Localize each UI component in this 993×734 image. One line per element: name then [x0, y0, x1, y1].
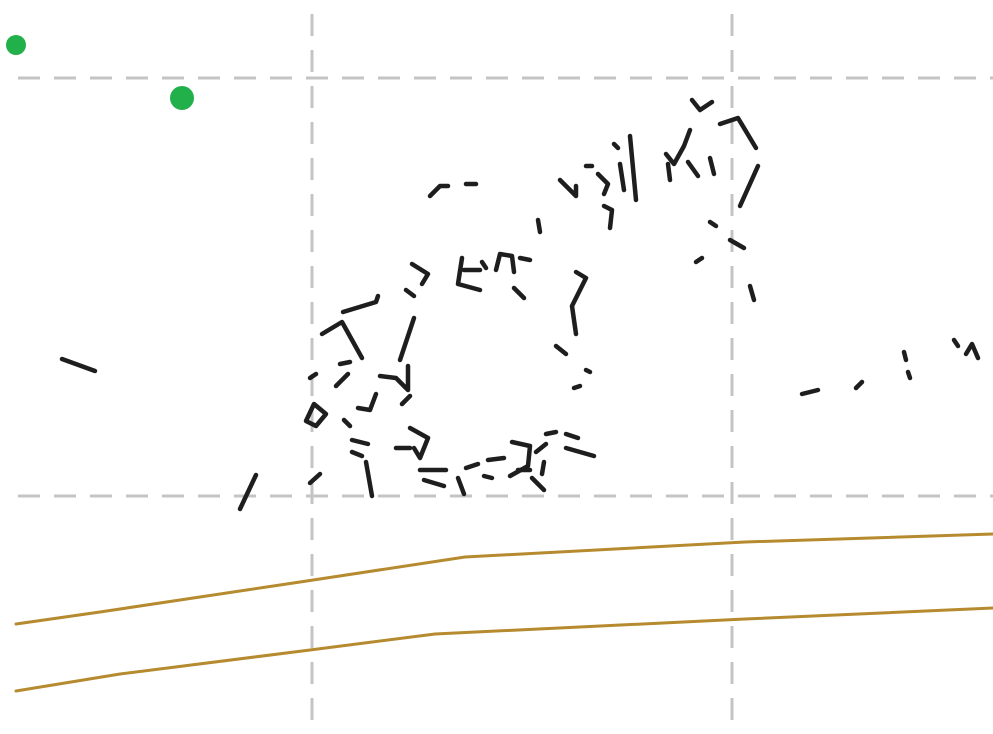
building-outline[interactable] — [627, 133, 639, 203]
building-outline[interactable] — [479, 259, 489, 271]
road-layer — [14, 532, 993, 693]
building-outline[interactable] — [665, 161, 673, 183]
building-outline[interactable] — [663, 127, 693, 167]
building-outline[interactable] — [529, 475, 547, 493]
building-outline[interactable] — [421, 477, 447, 489]
building-outline[interactable] — [340, 293, 381, 315]
building-outline[interactable] — [307, 371, 319, 381]
building-outline[interactable] — [901, 349, 909, 363]
building-outline[interactable] — [563, 431, 581, 441]
building-outline[interactable] — [539, 459, 547, 477]
building-outline[interactable] — [517, 255, 533, 263]
building-outline[interactable] — [601, 203, 615, 231]
building-outline[interactable] — [563, 445, 597, 459]
building-outline[interactable] — [237, 472, 259, 512]
building-outline[interactable] — [853, 379, 865, 391]
marker-layer — [6, 35, 194, 110]
building-outline[interactable] — [397, 315, 417, 363]
building-outline[interactable] — [583, 367, 593, 375]
building-outline[interactable] — [951, 337, 961, 349]
building-outline[interactable] — [455, 475, 467, 497]
building-outline[interactable] — [963, 341, 981, 361]
building-outline[interactable] — [337, 359, 353, 367]
building-outline[interactable] — [59, 356, 98, 374]
building-outline[interactable] — [617, 161, 627, 193]
building-outline[interactable] — [481, 473, 495, 481]
building-outline[interactable] — [407, 425, 431, 461]
building-outline[interactable] — [349, 449, 365, 459]
building-outline[interactable] — [557, 177, 579, 199]
building-outline[interactable] — [535, 217, 543, 235]
building-outline[interactable] — [727, 237, 747, 251]
building-outline[interactable] — [569, 269, 589, 337]
building-outline[interactable] — [543, 429, 559, 437]
building-outline[interactable] — [485, 455, 507, 463]
road-line-upper[interactable] — [14, 532, 993, 626]
building-outline[interactable] — [595, 171, 611, 197]
building-outline[interactable] — [455, 255, 483, 293]
building-outline[interactable] — [799, 387, 821, 397]
building-outline[interactable] — [747, 283, 757, 303]
building-outline[interactable] — [905, 369, 913, 381]
building-outline[interactable] — [707, 155, 717, 177]
building-outline[interactable] — [611, 141, 621, 151]
building-outline[interactable] — [553, 343, 569, 357]
building-outline[interactable] — [403, 287, 417, 299]
location-marker[interactable] — [6, 35, 26, 55]
building-outline[interactable] — [571, 383, 583, 391]
building-outline[interactable] — [303, 401, 329, 429]
building-outline[interactable] — [689, 97, 715, 113]
road-line-lower[interactable] — [14, 606, 993, 693]
building-layer — [59, 97, 981, 512]
building-outline[interactable] — [493, 251, 517, 275]
building-outline[interactable] — [355, 391, 379, 413]
building-outline[interactable] — [409, 261, 431, 287]
building-outline[interactable] — [463, 461, 481, 471]
building-outline[interactable] — [717, 115, 759, 151]
location-marker[interactable] — [170, 86, 194, 110]
building-outline[interactable] — [737, 163, 761, 209]
building-outline[interactable] — [363, 459, 375, 499]
building-outline[interactable] — [511, 285, 527, 301]
building-outline[interactable] — [427, 183, 451, 199]
building-outline[interactable] — [319, 319, 365, 361]
building-outline[interactable] — [377, 363, 411, 393]
building-outline[interactable] — [307, 471, 323, 486]
building-outline[interactable] — [349, 437, 371, 447]
building-outline[interactable] — [399, 393, 413, 407]
building-outline[interactable] — [693, 255, 705, 265]
building-outline[interactable] — [685, 159, 701, 179]
building-outline[interactable] — [333, 371, 351, 389]
building-outline[interactable] — [707, 219, 719, 229]
building-outline[interactable] — [341, 417, 353, 429]
building-outline[interactable] — [533, 441, 549, 455]
